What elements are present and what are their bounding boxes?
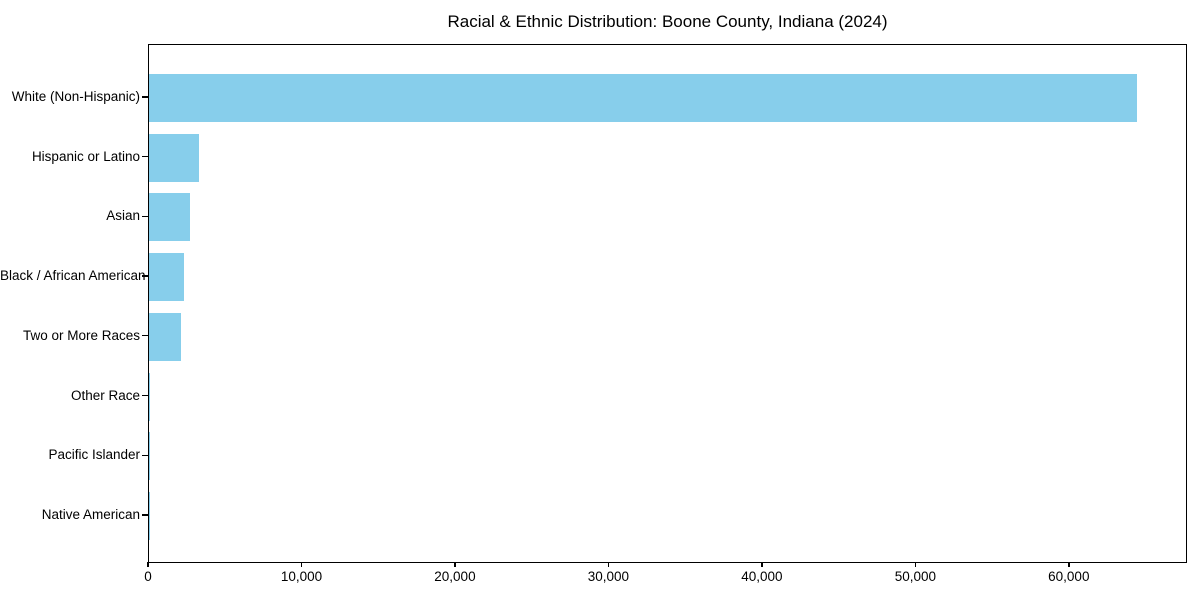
y-tick-mark [142, 96, 148, 98]
x-axis-tick-label: 0 [144, 569, 152, 584]
bar-white-non-hispanic [149, 74, 1138, 122]
x-tick-mark [914, 562, 917, 567]
bar-black-african-american [149, 253, 185, 302]
x-tick-mark [607, 562, 610, 567]
x-tick-mark [147, 562, 149, 567]
y-tick-mark [142, 394, 148, 397]
bar-other-race [149, 372, 150, 421]
y-axis-label-other-race: Other Race [70, 387, 140, 403]
x-tick-mark [1068, 562, 1070, 567]
y-tick-mark [142, 335, 148, 337]
x-tick-mark [454, 562, 456, 567]
y-axis-label-pacific-islander: Pacific Islander [48, 447, 140, 463]
chart-title: Racial & Ethnic Distribution: Boone Coun… [447, 12, 888, 31]
y-tick-mark [142, 215, 148, 218]
y-axis-label-hispanic-or-latino: Hispanic or Latino [31, 148, 140, 164]
bar-hispanic-or-latino [149, 133, 199, 182]
x-axis-tick-label: 40,000 [741, 569, 783, 584]
y-axis-label-black-african-american: Black / African American [0, 268, 146, 284]
y-axis-label-asian: Asian [106, 208, 140, 224]
y-axis-label-two-or-more-races: Two or More Races [22, 327, 140, 343]
x-axis-tick-label: 20,000 [434, 569, 476, 584]
x-axis-tick-label: 60,000 [1048, 569, 1090, 584]
y-tick-mark [142, 454, 148, 456]
x-axis-tick-label: 30,000 [587, 569, 630, 584]
y-tick-mark [142, 156, 148, 158]
bar-asian [149, 193, 191, 242]
y-tick-mark [142, 514, 148, 516]
x-tick-mark [300, 562, 303, 567]
plot-area [148, 44, 1187, 563]
x-tick-mark [761, 562, 763, 567]
y-axis-label-white-non-hispanic: White (Non-Hispanic) [11, 89, 140, 104]
bar-two-or-more-races [149, 312, 182, 361]
y-axis-label-native-american: Native American [41, 506, 140, 522]
x-axis-tick-label: 10,000 [280, 569, 323, 584]
x-axis-tick-label: 50,000 [894, 569, 936, 584]
y-tick-mark [142, 275, 148, 277]
